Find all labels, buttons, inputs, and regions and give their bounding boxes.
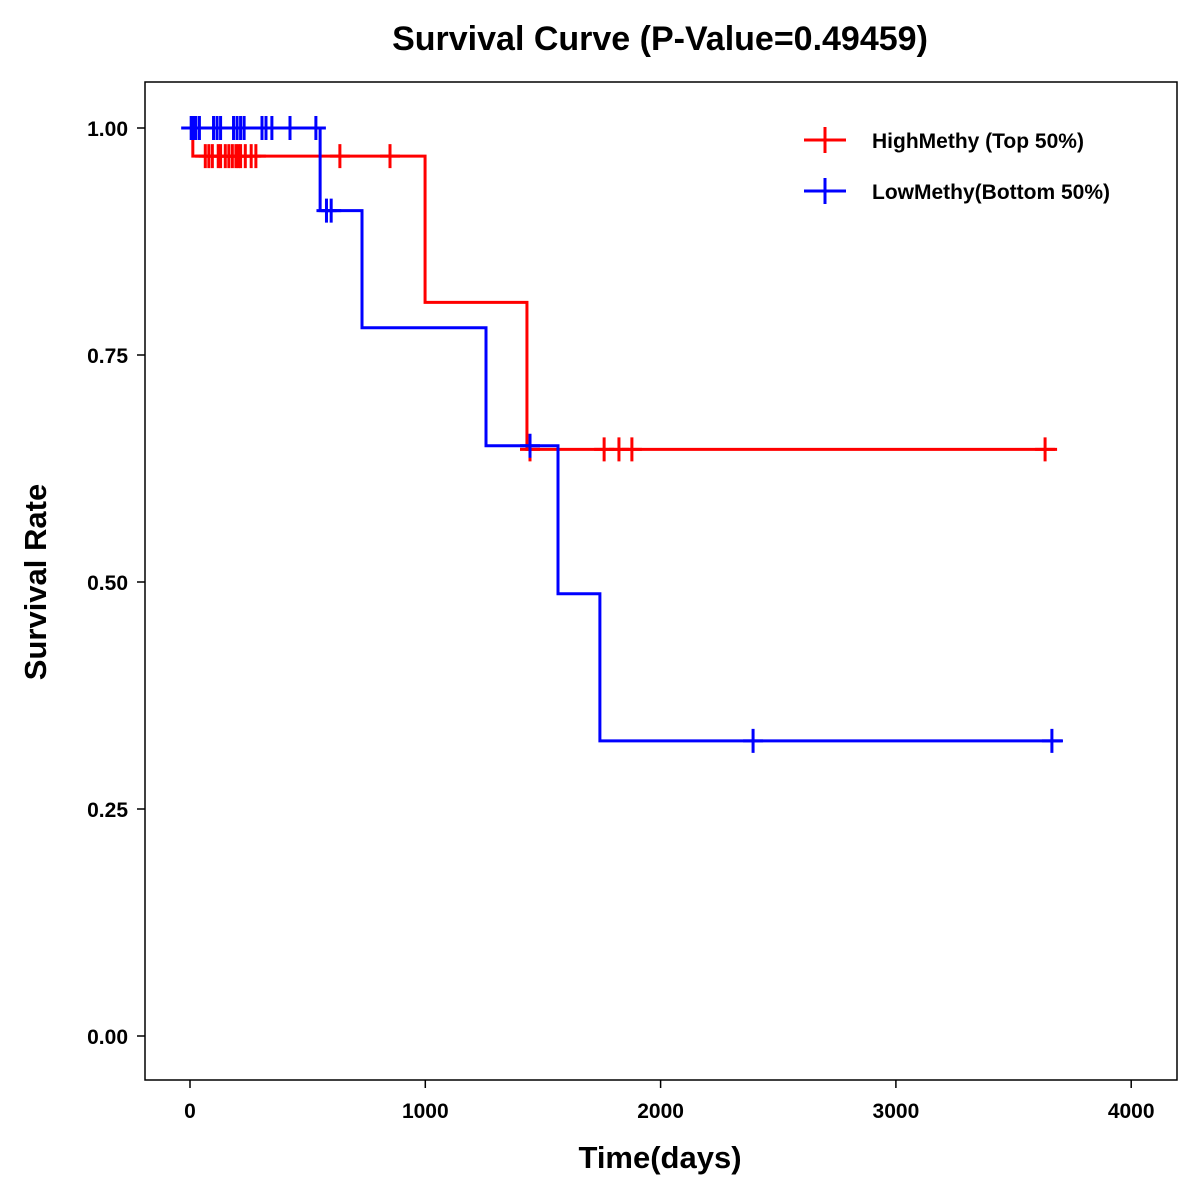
censor-mark <box>520 433 541 458</box>
y-tick-label: 1.00 <box>87 118 128 141</box>
censor-mark <box>280 116 301 140</box>
x-tick-label: 0 <box>184 1100 196 1123</box>
censor-mark <box>245 144 266 169</box>
y-tick-label: 0.25 <box>87 799 128 822</box>
legend-key <box>804 127 846 153</box>
plot-panel <box>144 81 1178 1081</box>
x-tick-label: 2000 <box>637 1100 684 1123</box>
censor-mark <box>1035 437 1056 462</box>
censor-mark <box>321 198 342 223</box>
survival-curve-1 <box>190 126 1063 743</box>
censor-mark <box>380 144 401 169</box>
censor-mark <box>329 144 350 169</box>
censor-mark <box>261 116 282 140</box>
y-tick-label: 0.50 <box>87 572 128 595</box>
x-tick-label: 4000 <box>1108 1100 1155 1123</box>
y-axis-label: Survival Rate <box>18 484 53 680</box>
censor-mark <box>234 116 255 140</box>
legend: HighMethy (Top 50%) LowMethy(Bottom 50%) <box>804 127 1110 204</box>
censor-mark <box>621 437 642 462</box>
legend-label: LowMethy(Bottom 50%) <box>872 181 1110 204</box>
x-axis-label: Time(days) <box>578 1140 741 1175</box>
legend-key <box>804 178 846 204</box>
x-tick-label: 3000 <box>873 1100 920 1123</box>
censor-mark <box>743 728 764 753</box>
chart-title: Survival Curve (P-Value=0.49459) <box>392 20 928 58</box>
y-tick-label: 0.75 <box>87 345 128 368</box>
legend-label: HighMethy (Top 50%) <box>872 130 1084 153</box>
censor-mark <box>1041 728 1062 753</box>
censor-mark <box>305 116 326 140</box>
y-tick-label: 0.00 <box>87 1026 128 1049</box>
x-tick-label: 1000 <box>402 1100 449 1123</box>
